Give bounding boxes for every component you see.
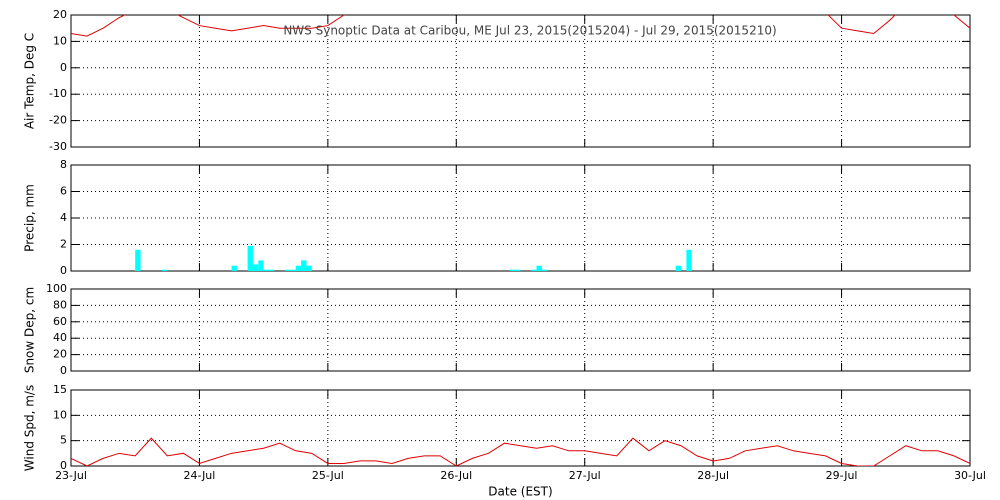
bar xyxy=(509,269,516,271)
bar xyxy=(531,269,537,271)
y-tick-label: 80 xyxy=(53,298,67,311)
line xyxy=(71,437,970,466)
bar xyxy=(301,260,307,271)
x-tick-label: 27-Jul xyxy=(569,469,601,482)
y-tick-label: 20 xyxy=(53,8,67,21)
bar xyxy=(161,269,168,271)
bar xyxy=(675,265,682,271)
series-group xyxy=(71,437,970,466)
plot-frame xyxy=(70,389,971,467)
x-tick-label: 25-Jul xyxy=(312,469,344,482)
y-tick-label: -10 xyxy=(49,87,67,100)
y-tick-label: 20 xyxy=(53,348,67,361)
bar xyxy=(515,269,521,271)
line xyxy=(71,15,970,37)
x-tick-label: 23-Jul xyxy=(55,469,87,482)
y-tick-label: 4 xyxy=(60,211,67,224)
bar xyxy=(252,264,259,271)
y-tick-label: 0 xyxy=(60,364,67,377)
bar xyxy=(290,269,296,271)
bar xyxy=(686,249,692,271)
bar xyxy=(285,269,291,271)
y-tick-label: 15 xyxy=(53,383,67,396)
y-tick-label: 0 xyxy=(60,264,67,277)
x-tick-label: 26-Jul xyxy=(440,469,472,482)
y-tick-label: 6 xyxy=(60,185,67,198)
series-group xyxy=(71,15,970,37)
y-tick-label: 40 xyxy=(53,331,67,344)
x-tick-label: 28-Jul xyxy=(697,469,729,482)
y-tick-label: 10 xyxy=(53,34,67,47)
plot-frame xyxy=(70,14,971,148)
bar xyxy=(295,265,302,271)
bar xyxy=(258,260,264,271)
bar xyxy=(135,249,141,271)
chart-title: NWS Synoptic Data at Caribou, ME Jul 23,… xyxy=(283,24,776,38)
x-tick-label: 24-Jul xyxy=(183,469,215,482)
y-axis-label: Wind Spd, m/s xyxy=(23,385,37,471)
y-tick-label: 2 xyxy=(60,238,67,251)
x-tick-label: 30-Jul xyxy=(954,469,986,482)
x-axis-label: Date (EST) xyxy=(488,485,552,499)
x-tick-label: 29-Jul xyxy=(826,469,858,482)
y-tick-label: -30 xyxy=(49,140,67,153)
bar xyxy=(231,265,237,271)
y-tick-label: 10 xyxy=(53,408,67,421)
plot-frame xyxy=(70,288,971,372)
y-axis-label: Precip, mm xyxy=(23,184,37,252)
y-tick-label: 5 xyxy=(60,434,67,447)
series-group xyxy=(135,245,692,271)
y-tick-label: 0 xyxy=(60,61,67,74)
y-axis-label: Snow Dep, cm xyxy=(23,287,37,373)
bar xyxy=(306,265,312,271)
y-tick-label: 8 xyxy=(60,158,67,171)
y-tick-label: 60 xyxy=(53,315,67,328)
bar xyxy=(536,265,542,271)
bar xyxy=(247,245,253,271)
bar xyxy=(268,269,275,271)
y-tick-label: 0 xyxy=(60,459,67,472)
bar xyxy=(263,269,269,271)
bar xyxy=(541,269,548,271)
y-axis-label: Air Temp, Deg C xyxy=(23,33,37,129)
y-tick-label: 100 xyxy=(46,282,67,295)
y-tick-label: -20 xyxy=(49,114,67,127)
